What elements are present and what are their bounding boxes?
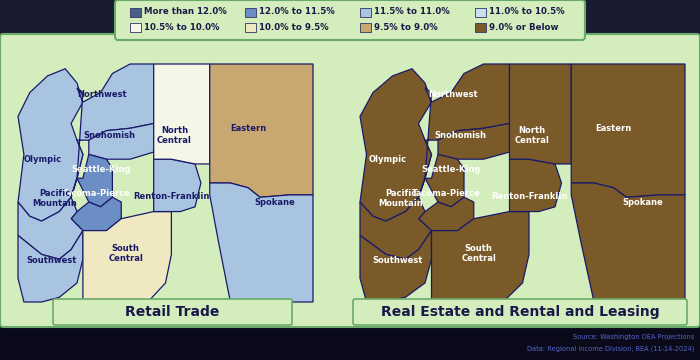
Polygon shape <box>360 178 431 259</box>
FancyBboxPatch shape <box>115 0 585 40</box>
Polygon shape <box>154 159 201 212</box>
Polygon shape <box>18 231 83 302</box>
FancyBboxPatch shape <box>245 23 256 32</box>
Polygon shape <box>438 123 510 159</box>
Text: 9.0% or Below: 9.0% or Below <box>489 22 559 31</box>
Text: 10.5% to 10.0%: 10.5% to 10.0% <box>144 22 220 31</box>
Polygon shape <box>71 197 121 231</box>
Polygon shape <box>83 212 172 302</box>
Text: 11.0% to 10.5%: 11.0% to 10.5% <box>489 8 565 17</box>
Text: Tacoma-Pierce: Tacoma-Pierce <box>62 189 131 198</box>
FancyBboxPatch shape <box>0 34 700 327</box>
Polygon shape <box>154 64 210 164</box>
Text: Data: Regional Income Division, BEA (11-14-2024): Data: Regional Income Division, BEA (11-… <box>526 346 694 352</box>
Polygon shape <box>571 64 685 197</box>
Text: Spokane: Spokane <box>254 198 295 207</box>
FancyBboxPatch shape <box>360 8 371 17</box>
Text: Pacific
Mountain: Pacific Mountain <box>32 189 77 208</box>
Text: Retail Trade: Retail Trade <box>125 305 219 319</box>
Text: Renton-Franklin: Renton-Franklin <box>491 192 567 201</box>
Text: Renton-Franklin: Renton-Franklin <box>133 192 209 201</box>
Text: Source: Washington OEA Projections: Source: Washington OEA Projections <box>573 334 694 340</box>
Polygon shape <box>510 64 571 164</box>
Polygon shape <box>425 64 510 178</box>
Text: Seattle-King: Seattle-King <box>71 165 130 174</box>
Polygon shape <box>571 183 685 302</box>
Text: Snohomish: Snohomish <box>83 131 135 140</box>
Polygon shape <box>77 64 154 178</box>
Text: Seattle-King: Seattle-King <box>421 165 481 174</box>
FancyBboxPatch shape <box>475 23 486 32</box>
FancyBboxPatch shape <box>130 23 141 32</box>
Polygon shape <box>419 197 474 231</box>
Polygon shape <box>89 123 154 159</box>
Text: Tacoma-Pierce: Tacoma-Pierce <box>412 189 481 198</box>
Text: 10.0% to 9.5%: 10.0% to 9.5% <box>259 22 328 31</box>
Text: North
Central: North Central <box>157 126 192 145</box>
Text: Northwest: Northwest <box>77 90 127 99</box>
Text: More than 12.0%: More than 12.0% <box>144 8 227 17</box>
Text: Southwest: Southwest <box>372 256 423 265</box>
Polygon shape <box>360 69 431 221</box>
Text: Eastern: Eastern <box>230 124 266 133</box>
Polygon shape <box>431 212 529 302</box>
FancyBboxPatch shape <box>353 299 687 325</box>
Polygon shape <box>210 64 313 197</box>
Text: South
Central: South Central <box>108 244 143 262</box>
FancyBboxPatch shape <box>475 8 486 17</box>
Polygon shape <box>510 159 561 212</box>
Text: Eastern: Eastern <box>596 124 631 133</box>
Polygon shape <box>77 154 113 207</box>
Text: Southwest: Southwest <box>27 256 77 265</box>
FancyBboxPatch shape <box>130 8 141 17</box>
Polygon shape <box>210 183 313 302</box>
Text: 12.0% to 11.5%: 12.0% to 11.5% <box>259 8 335 17</box>
Text: North
Central: North Central <box>514 126 550 145</box>
FancyBboxPatch shape <box>53 299 292 325</box>
Text: 9.5% to 9.0%: 9.5% to 9.0% <box>374 22 438 31</box>
Polygon shape <box>18 69 83 221</box>
Text: Spokane: Spokane <box>622 198 663 207</box>
Polygon shape <box>425 154 464 207</box>
Text: Pacific
Mountain: Pacific Mountain <box>378 189 423 208</box>
Text: Real Estate and Rental and Leasing: Real Estate and Rental and Leasing <box>381 305 659 319</box>
Text: Olympic: Olympic <box>24 155 62 164</box>
Polygon shape <box>360 231 431 302</box>
Text: South
Central: South Central <box>461 244 496 262</box>
Text: 11.5% to 11.0%: 11.5% to 11.0% <box>374 8 449 17</box>
FancyBboxPatch shape <box>245 8 256 17</box>
Text: Olympic: Olympic <box>369 155 407 164</box>
FancyBboxPatch shape <box>0 324 700 360</box>
Polygon shape <box>18 178 83 259</box>
FancyBboxPatch shape <box>360 23 371 32</box>
Text: Snohomish: Snohomish <box>435 131 486 140</box>
Text: Northwest: Northwest <box>428 90 477 99</box>
